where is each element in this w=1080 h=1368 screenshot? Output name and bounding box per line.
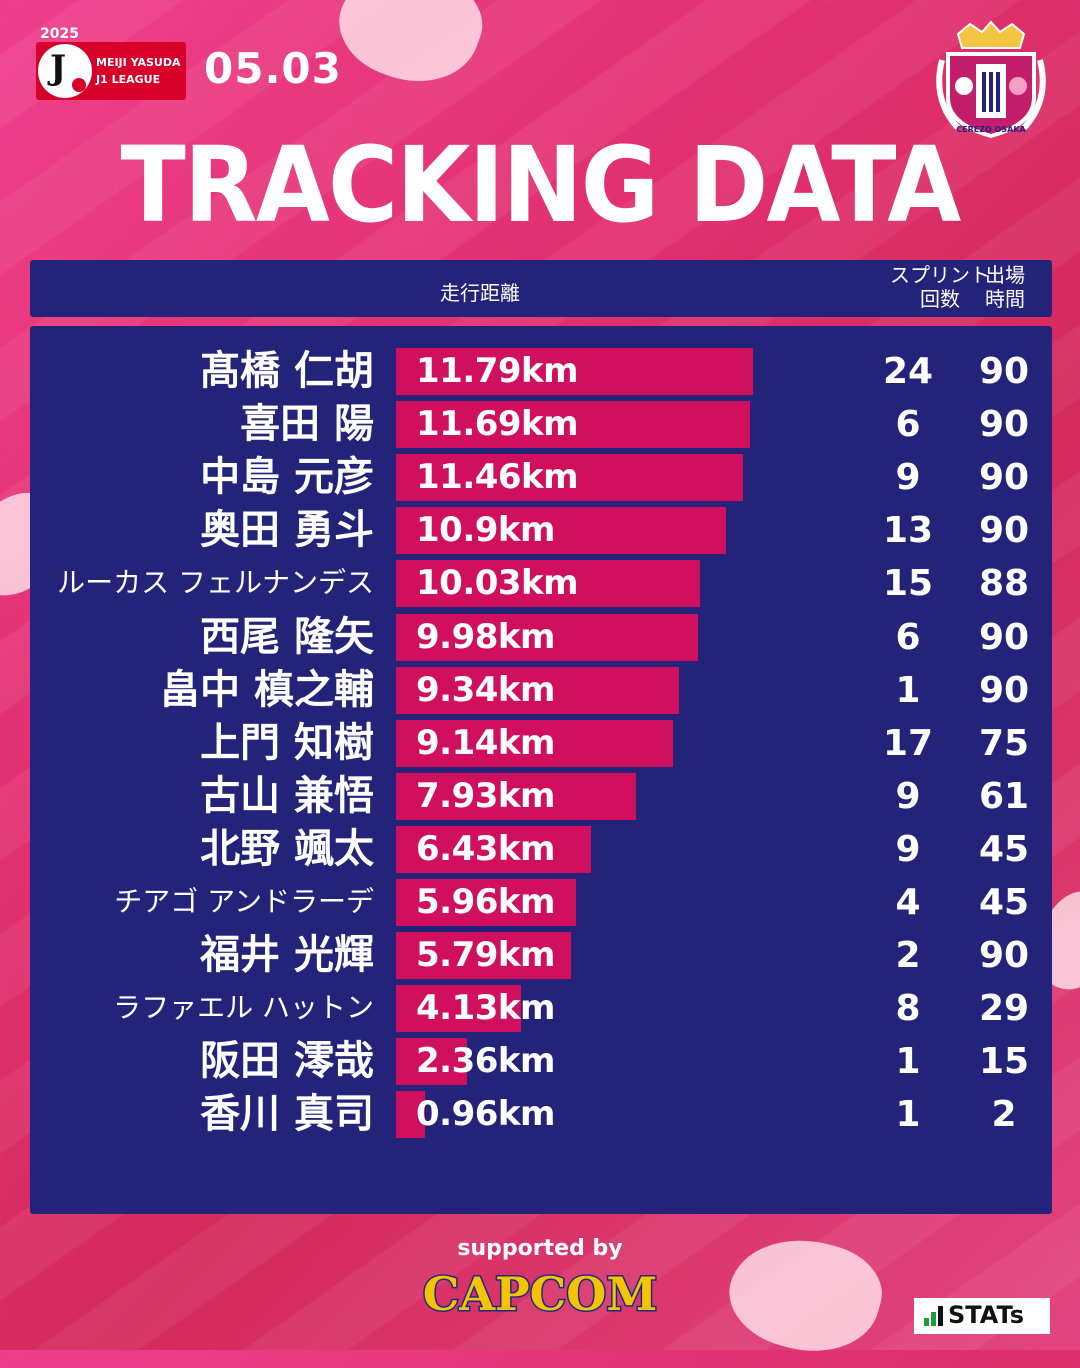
sprint-count: 8 [895,988,921,1030]
player-name: 畠中 槙之輔 [160,666,374,713]
column-header: 走行距離 スプリント 回数 出場 時間 [30,260,1052,317]
player-name: 上門 知樹 [200,719,374,766]
sprint-count: 2 [895,935,921,977]
distance-bar [396,932,572,980]
minutes-played: 61 [978,775,1030,817]
sprint-count: 13 [882,510,934,552]
sprint-count: 9 [895,457,921,499]
cerezo-osaka-crest: CEREZO OSAKA [936,20,1046,139]
minutes-played: 90 [978,404,1030,446]
distance-label: 4.13km [416,988,555,1029]
svg-text:CAPCOM: CAPCOM [423,1267,658,1321]
sprints-header-line1: スプリント [890,263,990,287]
player-name: 喜田 陽 [240,401,374,448]
match-date: 05.03 [204,44,342,93]
league-name-line1: MEIJI YASUDA [96,56,181,69]
distance-label: 9.98km [416,616,555,657]
distance-bar [396,666,679,714]
distance-bar [396,879,577,926]
distance-label: 5.96km [416,882,555,922]
sprint-count: 4 [895,882,921,923]
sprint-count: 24 [882,351,934,392]
sprint-count: 1 [895,1094,921,1136]
minutes-played: 90 [978,935,1030,977]
svg-text:CEREZO OSAKA: CEREZO OSAKA [956,125,1026,134]
player-name: 古山 兼悟 [200,772,374,819]
minutes-played: 90 [978,616,1030,658]
page-title: TRACKING DATA [120,124,962,246]
sprint-count: 1 [895,1041,921,1083]
distance-bar [396,507,727,555]
player-name: 西尾 隆矢 [200,613,374,660]
j-league-logo: 2025 J MEIJI YASUDA J1 LEAGUE [36,26,186,100]
player-name: 香川 真司 [200,1091,374,1138]
season-year: 2025 [40,26,79,42]
distance-label: 10.9km [416,510,555,551]
stats-perform-logo: STATs [914,1298,1050,1334]
minutes-column-header: 出場 時間 [970,263,1040,311]
minutes-played: 90 [978,510,1030,552]
sprint-count: 9 [895,828,921,870]
distance-label: 11.46km [416,457,579,498]
player-name: 阪田 澪哉 [200,1038,374,1085]
distance-bar [396,560,700,608]
distance-bar [396,1091,426,1139]
distance-label: 2.36km [416,1041,555,1082]
distance-label: 5.79km [416,935,555,976]
distance-label: 9.14km [416,722,555,763]
sprint-count: 17 [882,722,934,764]
player-name: ルーカス フェルナンデス [57,566,374,600]
player-name: 北野 颯太 [200,825,374,872]
distance-column-header: 走行距離 [440,281,520,305]
player-name: 奥田 勇斗 [200,507,374,554]
minutes-played: 15 [978,1041,1030,1083]
minutes-played: 45 [978,828,1030,870]
minutes-played: 90 [978,351,1030,392]
minutes-played: 88 [978,563,1030,605]
player-name: ラファエル ハットン [113,991,374,1025]
distance-label: 11.69km [416,404,579,445]
distance-bar [396,401,750,449]
minutes-header-line2: 時間 [985,287,1025,311]
sprints-header-line2: 回数 [920,287,960,311]
minutes-played: 90 [978,669,1030,711]
distance-label: 6.43km [416,828,555,869]
sprint-count: 6 [895,404,921,446]
capcom-logo: CAPCOM [421,1266,659,1323]
sprint-count: 6 [895,616,921,658]
distance-bar [396,613,699,661]
sprint-count: 1 [895,669,921,711]
minutes-header-line1: 出場 [985,263,1025,287]
minutes-played: 2 [991,1094,1017,1136]
player-name: 髙橋 仁胡 [200,348,374,394]
minutes-played: 75 [978,722,1030,764]
minutes-played: 45 [978,882,1030,923]
distance-label: 10.03km [416,563,579,604]
minutes-played: 90 [978,457,1030,499]
distance-label: 9.34km [416,669,555,710]
distance-bar [396,772,637,820]
distance-bar [396,454,743,502]
sprint-count: 9 [895,775,921,817]
distance-bar [396,985,522,1033]
sprint-count: 15 [882,563,934,605]
distance-label: 7.93km [416,775,555,816]
sprints-column-header: スプリント 回数 [850,263,1030,311]
league-name-line2: J1 LEAGUE [96,73,161,86]
stats-bars-icon [924,1306,943,1326]
distance-label: 11.79km [416,351,579,391]
distance-bar [396,719,673,767]
minutes-played: 29 [978,988,1030,1030]
player-name: 福井 光輝 [200,932,374,979]
j-league-emblem-icon: J [38,44,92,98]
distance-bar [396,348,753,395]
distance-bar [396,1038,468,1086]
petal-decoration [325,0,495,101]
player-name: 中島 元彦 [200,454,374,501]
stats-brand-text: STATs [948,1301,1024,1329]
distance-label: 0.96km [416,1094,555,1135]
player-name: チアゴ アンドラーデ [114,885,374,918]
distance-bar [396,825,591,873]
sponsor-caption: supported by [457,1236,623,1261]
